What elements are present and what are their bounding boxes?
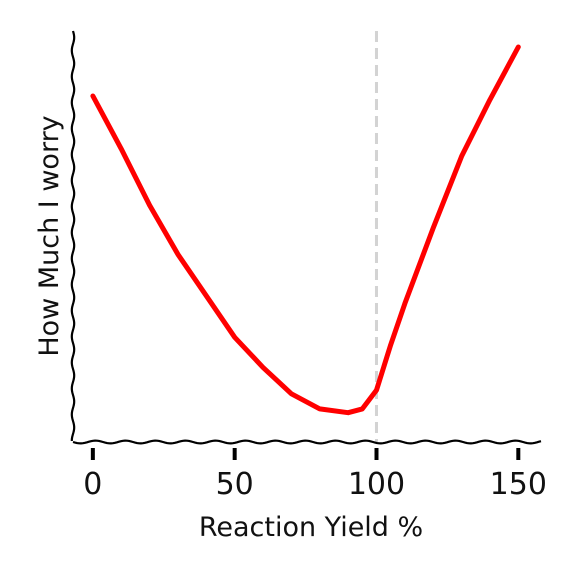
x-tick-label-0: 0 [83,467,102,502]
axis-layer: 0 50 100 150 [70,30,547,502]
x-tick-label-150: 150 [490,467,547,502]
x-tick-label-50: 50 [216,467,254,502]
plot-layer [90,31,521,442]
y-axis-label: How Much I worry [34,115,65,356]
x-axis-label: Reaction Yield % [199,512,423,543]
series-line-0 [90,44,521,416]
x-axis-spine [72,439,542,445]
x-tick-label-100: 100 [348,467,405,502]
y-axis-spine [70,30,76,442]
